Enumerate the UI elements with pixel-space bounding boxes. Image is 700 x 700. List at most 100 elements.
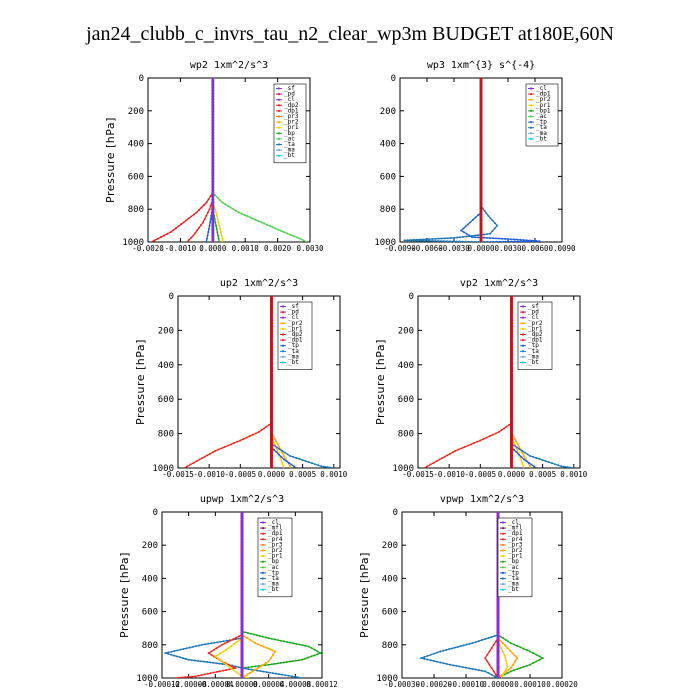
legend-label: _ta	[528, 348, 539, 355]
series-point-ac	[219, 199, 222, 202]
y-tick-label: 1000	[392, 464, 414, 474]
series-point-bp	[509, 670, 512, 673]
series-point-pr2	[272, 653, 275, 656]
legend-label: _dp1	[536, 91, 551, 98]
series-point-tp	[498, 237, 500, 240]
series-point-ta	[470, 240, 473, 242]
legend-marker	[277, 109, 281, 112]
panel-3: vp2 1xm^2/s^3 Pressure [hPa] 0 200 400 600 800…	[374, 278, 588, 479]
series-point-bp	[273, 638, 276, 641]
series-point-dp1	[234, 667, 237, 670]
series-point-dp2	[207, 198, 210, 201]
legend-label: _ac	[508, 564, 519, 571]
series-point-dp1	[248, 435, 251, 438]
series-point-pr2	[513, 437, 516, 440]
series-point-ta	[449, 240, 452, 242]
series-point-dp1	[488, 663, 491, 666]
series-point-bp	[519, 646, 522, 649]
legend-marker	[277, 154, 281, 157]
series-point-bp	[519, 667, 522, 670]
legend-label: _pr4	[268, 536, 283, 543]
series-point-dp1	[198, 226, 201, 229]
series-point-bp	[504, 638, 507, 641]
panel-title: upwp 1xm^2/s^3	[200, 494, 284, 505]
series-point-bp	[216, 234, 219, 237]
y-tick-label: 600	[158, 395, 174, 405]
series-point-ta	[320, 465, 323, 468]
series-point-pr2	[522, 454, 525, 457]
series-point-ta	[426, 654, 429, 657]
x-tick-label: -0.0010	[193, 470, 225, 479]
legend-marker	[277, 115, 281, 118]
series-point-ac	[263, 222, 266, 225]
series-point-dp1	[494, 640, 497, 643]
legend-label: _pr3	[284, 113, 299, 120]
series-point-ta	[453, 236, 455, 239]
series-point-dp1	[236, 440, 239, 443]
series-point-ta	[265, 671, 268, 674]
series-point-ac	[246, 215, 249, 218]
series-point-pr1	[503, 653, 506, 656]
legend-marker	[501, 571, 505, 575]
series-point-dp1	[218, 670, 221, 673]
series-point-dp1	[209, 204, 212, 207]
series-point-dp1	[260, 429, 263, 432]
legend-marker	[529, 98, 533, 101]
series-point-bp	[522, 665, 525, 668]
series-point-pr1	[505, 659, 507, 662]
series-point-ac	[260, 221, 263, 224]
series-point-ta	[445, 662, 448, 665]
series-point-pr2	[257, 643, 260, 646]
series-point-ac	[243, 213, 246, 216]
series-point-ta	[474, 234, 476, 237]
x-tick-label: -0.0010	[165, 244, 197, 253]
series-point-ac	[283, 231, 286, 234]
y-tick-label: 0	[139, 74, 144, 84]
series-point-bp	[283, 640, 286, 643]
series-point-dp1	[210, 650, 213, 653]
x-tick-label: -0.0060	[411, 244, 443, 253]
legend-label: _pr1	[284, 124, 299, 131]
series-point-bp	[254, 665, 257, 668]
y-tick-label: 800	[158, 430, 174, 440]
series-point-dp2	[172, 229, 175, 232]
series-point-dp1	[196, 229, 199, 232]
series-point-dp1	[492, 643, 495, 646]
legend-marker	[501, 543, 505, 547]
series-point-ac	[216, 196, 219, 199]
legend-marker	[521, 350, 525, 353]
series-point-dp1	[187, 675, 190, 678]
series-point-dp1	[217, 448, 220, 451]
panel-title: vpwp 1xm^2/s^3	[440, 494, 524, 505]
series-point-ta	[167, 652, 170, 655]
series-point-pr2	[265, 662, 267, 665]
legend-label: _ta	[268, 575, 279, 582]
series-point-dp1	[215, 670, 218, 673]
series-point-dp1	[426, 465, 429, 468]
series-point-ta	[462, 235, 464, 238]
y-tick-label: 200	[398, 326, 414, 336]
series-point-tp	[489, 240, 492, 242]
series-point-pr2	[275, 440, 278, 443]
series-point-tp	[498, 240, 501, 242]
series-point-ta	[256, 669, 259, 672]
series-point-ta	[215, 662, 218, 665]
x-tick-label: 0.00008	[280, 680, 312, 689]
series-point-pr2	[269, 657, 272, 660]
series-point-tp	[538, 240, 541, 242]
series-point-ta	[219, 640, 222, 643]
series-point-dp1	[212, 671, 215, 674]
series-point-pr1	[215, 211, 218, 214]
series-line-ta	[419, 512, 499, 678]
series-point-dp1	[211, 451, 214, 454]
series-point-tp	[532, 240, 535, 242]
legend-label: _ac	[536, 113, 547, 120]
series-point-pr1	[519, 458, 522, 461]
series-point-ac	[237, 211, 240, 214]
series-point-pr1	[219, 659, 222, 662]
series-point-ta	[560, 465, 563, 468]
legend-label: _bp	[284, 130, 295, 137]
legend-label: _ta	[536, 124, 547, 131]
series-point-pr2	[249, 638, 251, 641]
x-tick-label: -0.0005	[465, 470, 497, 479]
